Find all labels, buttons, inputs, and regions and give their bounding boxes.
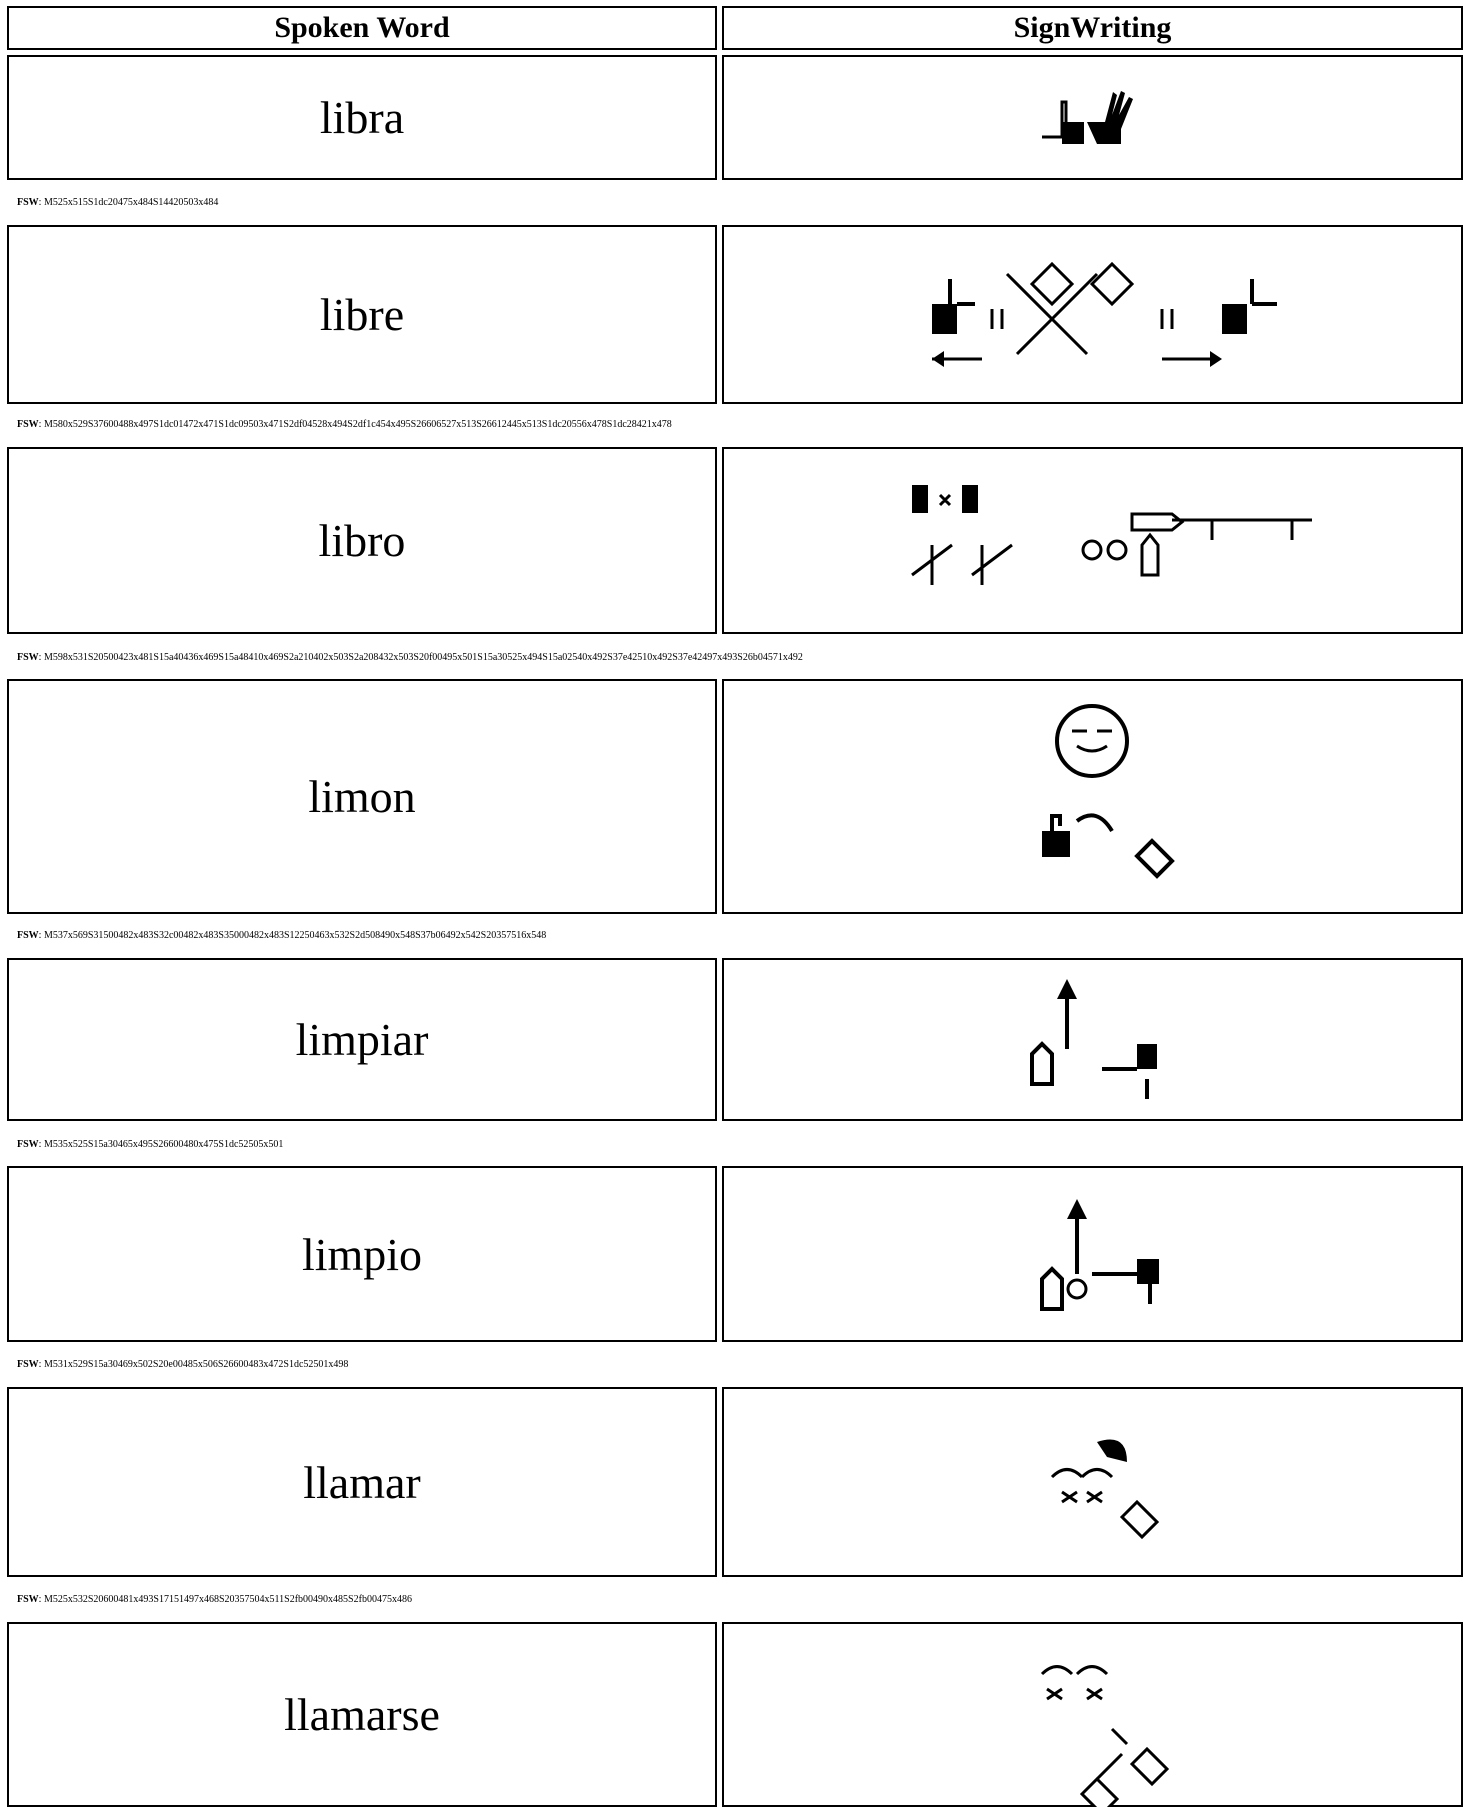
- spoken-word-cell: limpiar: [7, 958, 717, 1121]
- signwriting-cell: [722, 679, 1463, 914]
- sign-glyph: [1040, 1665, 1170, 1807]
- sign-glyph: [1030, 979, 1157, 1099]
- fsw-code: M598x531S20500423x481S15a40436x469S15a48…: [43, 652, 803, 663]
- fsw-code: M580x529S37600488x497S1dc01472x471S1dc09…: [43, 419, 672, 430]
- fsw-code: M525x515S1dc20475x484S14420503x484: [43, 197, 219, 208]
- signwriting-cell: [722, 225, 1463, 404]
- fsw-label: FSW: [17, 1359, 39, 1370]
- header-spoken-word: Spoken Word: [7, 6, 717, 50]
- sign-glyph: [1050, 1439, 1160, 1539]
- signwriting-cell: [722, 1622, 1463, 1807]
- spoken-word-cell: limon: [7, 679, 717, 914]
- fsw-code: M531x529S15a30469x502S20e00485x506S26600…: [43, 1359, 349, 1370]
- sign-glyph: [932, 261, 1277, 367]
- spoken-word-cell: llamar: [7, 1387, 717, 1577]
- header-signwriting: SignWriting: [722, 6, 1463, 50]
- fsw-label: FSW: [17, 652, 39, 663]
- spoken-word-cell: limpio: [7, 1166, 717, 1342]
- fsw-code: M535x525S15a30465x495S26600480x475S1dc52…: [43, 1139, 284, 1150]
- fsw-label: FSW: [17, 930, 39, 941]
- spoken-word-cell: libra: [7, 55, 717, 180]
- signwriting-cell: [722, 1387, 1463, 1577]
- fsw-separator: :: [38, 419, 42, 430]
- fsw-label: FSW: [17, 1594, 39, 1605]
- fsw-code: M537x569S31500482x483S32c00482x483S35000…: [43, 930, 547, 941]
- fsw-separator: :: [38, 652, 42, 663]
- fsw-separator: :: [38, 1139, 42, 1150]
- spoken-word-cell: libre: [7, 225, 717, 404]
- fsw-line: FSW: M580x529S37600488x497S1dc01472x471S…: [17, 419, 672, 430]
- fsw-label: FSW: [17, 419, 39, 430]
- fsw-line: FSW: M531x529S15a30469x502S20e00485x506S…: [17, 1359, 348, 1370]
- fsw-separator: :: [38, 930, 42, 941]
- signwriting-cell: [722, 1166, 1463, 1342]
- signwriting-cell: [722, 55, 1463, 180]
- fsw-line: FSW: M535x525S15a30465x495S26600480x475S…: [17, 1139, 283, 1150]
- spoken-word-cell: libro: [7, 447, 717, 634]
- fsw-line: FSW: M525x515S1dc20475x484S14420503x484: [17, 197, 218, 208]
- fsw-line: FSW: M525x532S20600481x493S17151497x468S…: [17, 1594, 412, 1605]
- fsw-separator: :: [38, 1359, 42, 1370]
- sign-glyph: [911, 485, 1312, 585]
- sign-glyph: [1040, 1198, 1159, 1311]
- fsw-separator: :: [38, 197, 42, 208]
- fsw-label: FSW: [17, 1139, 39, 1150]
- spoken-word-cell: llamarse: [7, 1622, 717, 1807]
- fsw-line: FSW: M537x569S31500482x483S32c00482x483S…: [17, 930, 546, 941]
- fsw-line: FSW: M598x531S20500423x481S15a40436x469S…: [17, 652, 803, 663]
- fsw-code: M525x532S20600481x493S17151497x468S20357…: [43, 1594, 412, 1605]
- fsw-separator: :: [38, 1594, 42, 1605]
- signwriting-cell: [722, 447, 1463, 634]
- sign-glyph: [1042, 704, 1175, 879]
- sign-glyph: [1042, 91, 1133, 144]
- fsw-label: FSW: [17, 197, 39, 208]
- signwriting-cell: [722, 958, 1463, 1121]
